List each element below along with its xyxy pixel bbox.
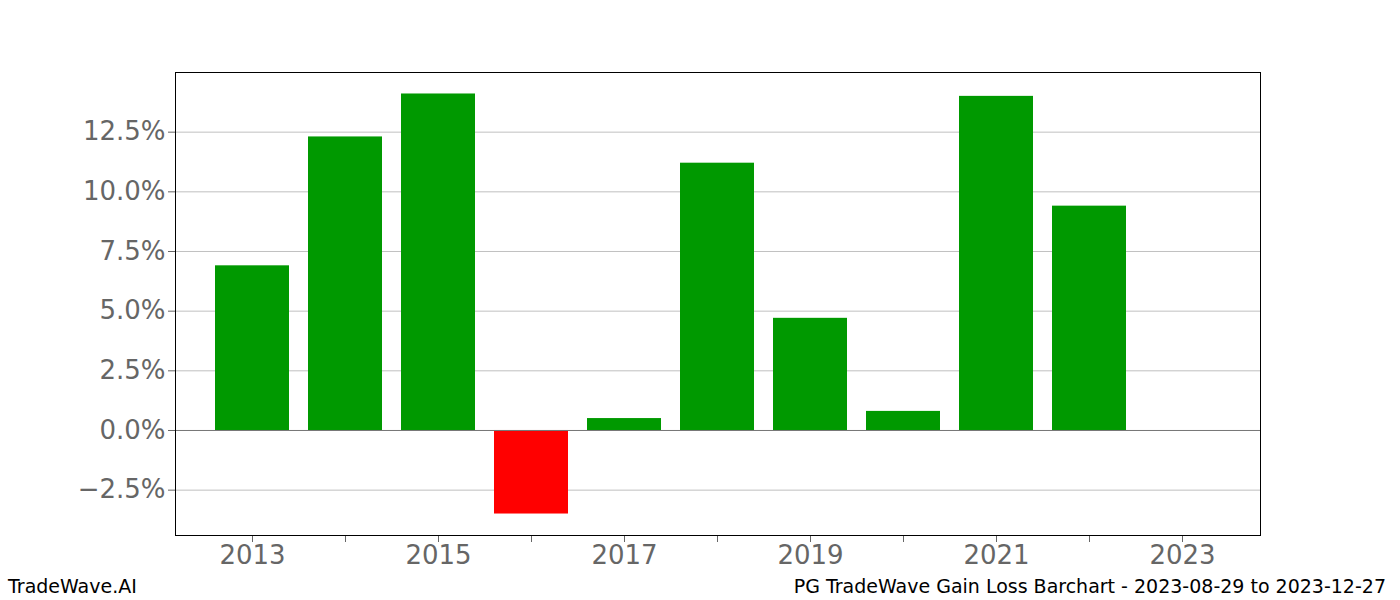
html-text:TradeWave.AI: TradeWave.AI: [8, 575, 137, 597]
svg-text:2.5%: 2.5%: [99, 355, 165, 385]
svg-text:12.5%: 12.5%: [83, 116, 166, 146]
svg-text:5.0%: 5.0%: [99, 295, 165, 325]
svg-text:2021: 2021: [963, 540, 1029, 570]
svg-text:7.5%: 7.5%: [99, 236, 165, 266]
svg-text:2015: 2015: [405, 540, 471, 570]
svg-text:10.0%: 10.0%: [83, 176, 166, 206]
svg-text:2013: 2013: [219, 540, 285, 570]
svg-text:2017: 2017: [591, 540, 657, 570]
html-text:PG TradeWave Gain Loss Barchar: PG TradeWave Gain Loss Barchart - 2023-0…: [793, 575, 1386, 597]
svg-text:2023: 2023: [1149, 540, 1215, 570]
svg-text:−2.5%: −2.5%: [78, 474, 166, 504]
svg-text:0.0%: 0.0%: [99, 415, 165, 445]
svg-text:2019: 2019: [777, 540, 843, 570]
